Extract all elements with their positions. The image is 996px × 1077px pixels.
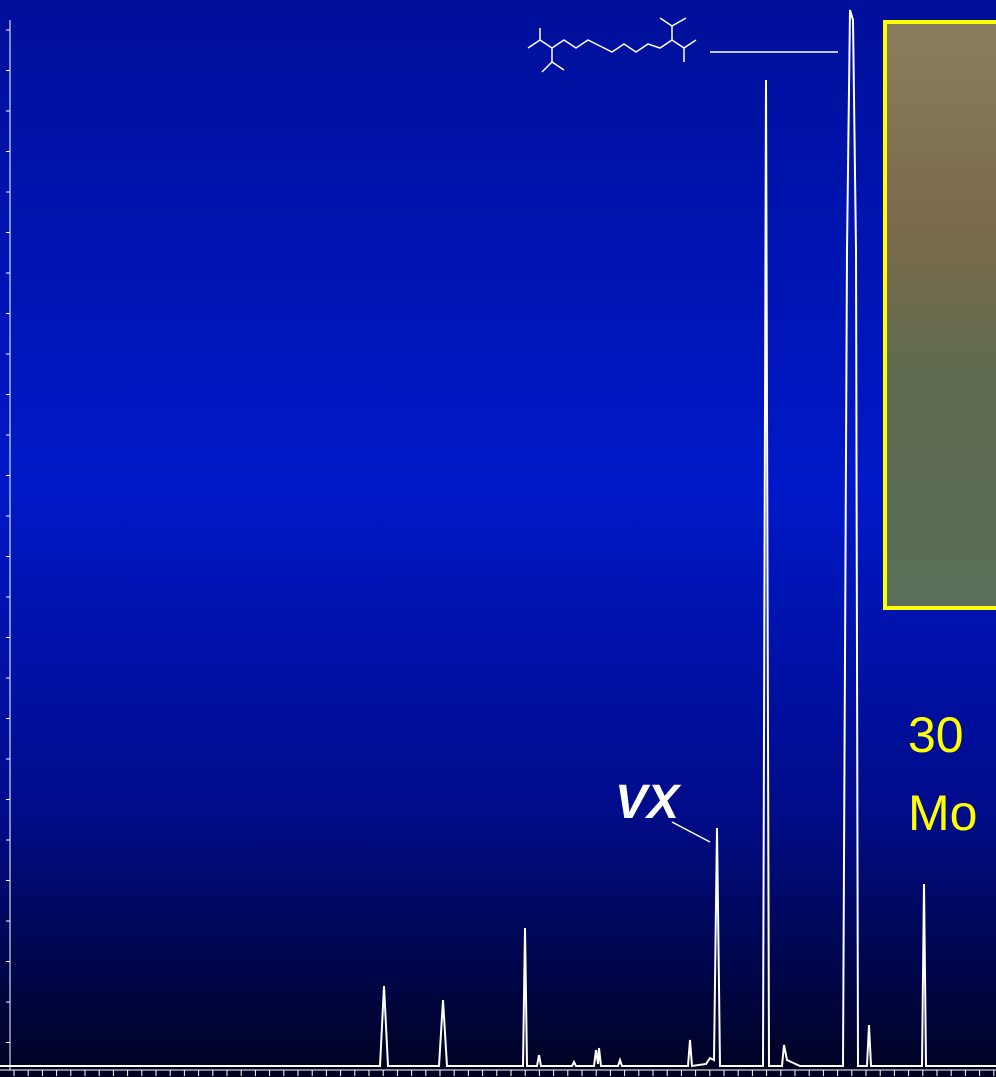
molecule-structure: [527, 17, 838, 73]
peak-label: VX: [615, 776, 682, 829]
caption-line: Mo: [908, 785, 977, 841]
chromatogram-trace: [0, 9, 996, 1068]
peak-label-leader: [671, 821, 711, 843]
photo: [883, 20, 996, 610]
caption-line: 30: [908, 707, 964, 763]
axis-ticks: [6, 29, 995, 1076]
